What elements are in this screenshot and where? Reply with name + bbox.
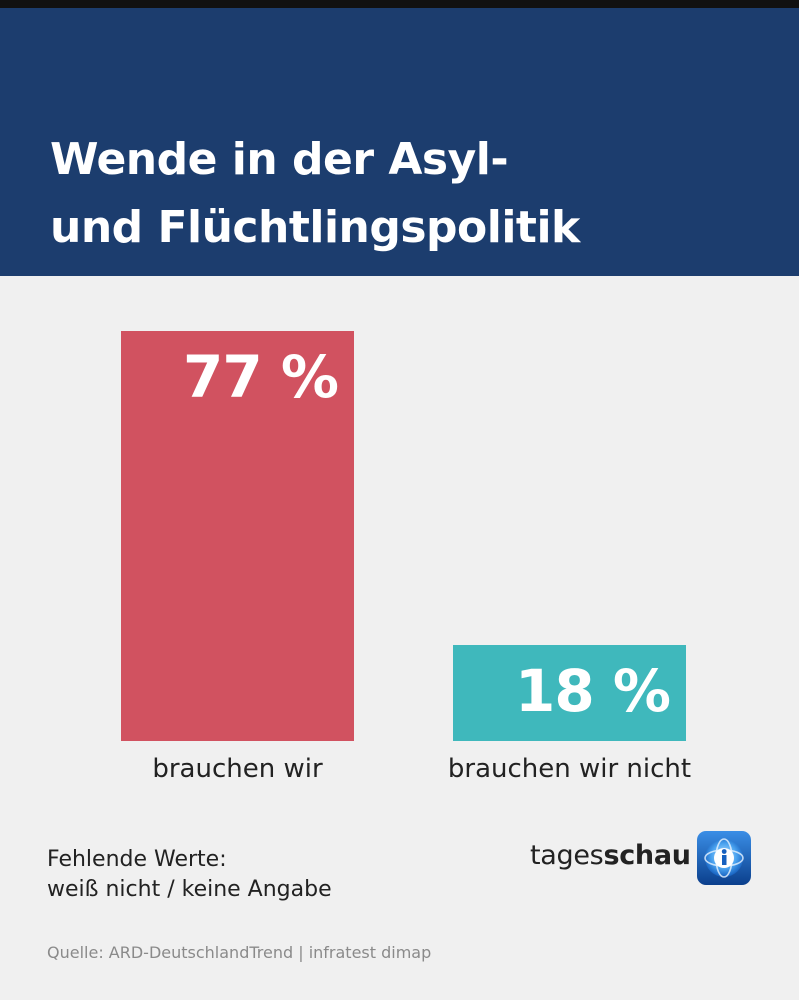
missing-values-heading: Fehlende Werte: [47, 847, 227, 872]
bar-value-label-2: 18 % [514, 657, 671, 725]
missing-values-detail: weiß nicht / keine Angabe [47, 877, 332, 902]
bar-value-label-1: 77 % [182, 343, 339, 411]
category-label-2: brauchen wir nicht [447, 754, 692, 784]
category-label-1: brauchen wir [152, 754, 323, 784]
logo-text-bold: schau [603, 840, 691, 871]
logo-text-light: tages [530, 840, 604, 871]
title-line-2: und Flüchtlingspolitik [50, 202, 580, 253]
tagesschau-globe-icon [697, 831, 751, 885]
bar-2 [453, 645, 686, 741]
page-title: Wende in der Asyl- und Flüchtlingspoliti… [50, 126, 770, 262]
source-credit: Quelle: ARD-DeutschlandTrend | infratest… [47, 943, 432, 962]
header-banner [0, 8, 799, 276]
logo-wordmark: tagesschau [530, 840, 691, 871]
missing-values-note: Fehlende Werte: weiß nicht / keine Angab… [47, 845, 332, 905]
top-edge-bar [0, 0, 799, 8]
bar-1 [121, 331, 354, 741]
tagesschau-logo: tagesschau [530, 830, 754, 886]
title-line-1: Wende in der Asyl- [50, 134, 509, 185]
bar-chart: 77 % brauchen wir 18 % brauchen wir nicht [0, 276, 799, 796]
